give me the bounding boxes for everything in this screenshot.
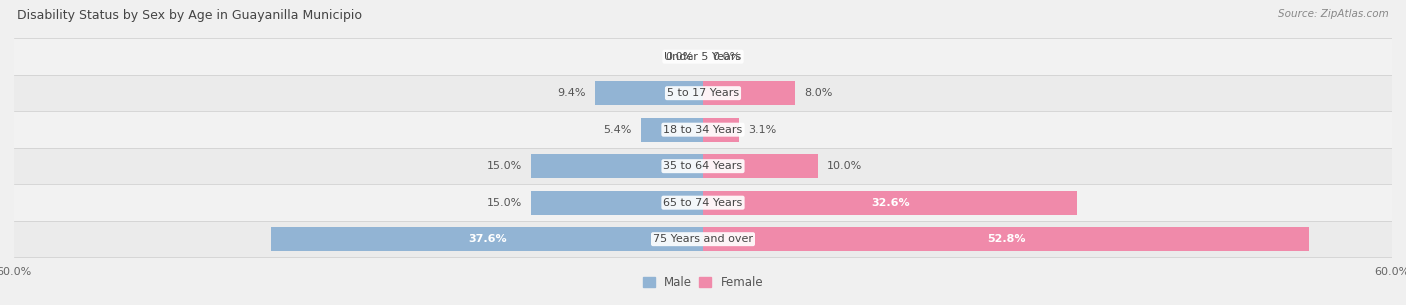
Text: 15.0%: 15.0%	[486, 198, 522, 208]
Bar	[703, 191, 1077, 214]
Bar	[14, 111, 1392, 148]
Bar	[271, 227, 703, 251]
Bar	[14, 221, 1392, 257]
Text: 0.0%: 0.0%	[665, 52, 693, 62]
Text: 37.6%: 37.6%	[468, 234, 506, 244]
Text: 65 to 74 Years: 65 to 74 Years	[664, 198, 742, 208]
Text: 15.0%: 15.0%	[486, 161, 522, 171]
Text: 10.0%: 10.0%	[827, 161, 862, 171]
Text: 5.4%: 5.4%	[603, 125, 631, 135]
Text: 52.8%: 52.8%	[987, 234, 1025, 244]
Bar	[703, 227, 1309, 251]
Legend: Male, Female: Male, Female	[638, 271, 768, 293]
Text: 0.0%: 0.0%	[713, 52, 741, 62]
Text: 8.0%: 8.0%	[804, 88, 832, 98]
Text: 5 to 17 Years: 5 to 17 Years	[666, 88, 740, 98]
Text: 75 Years and over: 75 Years and over	[652, 234, 754, 244]
Text: Disability Status by Sex by Age in Guayanilla Municipio: Disability Status by Sex by Age in Guaya…	[17, 9, 361, 22]
Text: 9.4%: 9.4%	[557, 88, 586, 98]
Bar	[14, 185, 1392, 221]
Bar	[14, 38, 1392, 75]
Text: Under 5 Years: Under 5 Years	[665, 52, 741, 62]
Text: Source: ZipAtlas.com: Source: ZipAtlas.com	[1278, 9, 1389, 19]
Bar	[641, 118, 703, 142]
Bar	[703, 118, 738, 142]
Text: 3.1%: 3.1%	[748, 125, 776, 135]
Text: 32.6%: 32.6%	[870, 198, 910, 208]
Text: 35 to 64 Years: 35 to 64 Years	[664, 161, 742, 171]
Bar	[595, 81, 703, 105]
Bar	[14, 148, 1392, 185]
Text: 18 to 34 Years: 18 to 34 Years	[664, 125, 742, 135]
Bar	[703, 154, 818, 178]
Bar	[14, 75, 1392, 111]
Bar	[531, 154, 703, 178]
Bar	[531, 191, 703, 214]
Bar	[703, 81, 794, 105]
